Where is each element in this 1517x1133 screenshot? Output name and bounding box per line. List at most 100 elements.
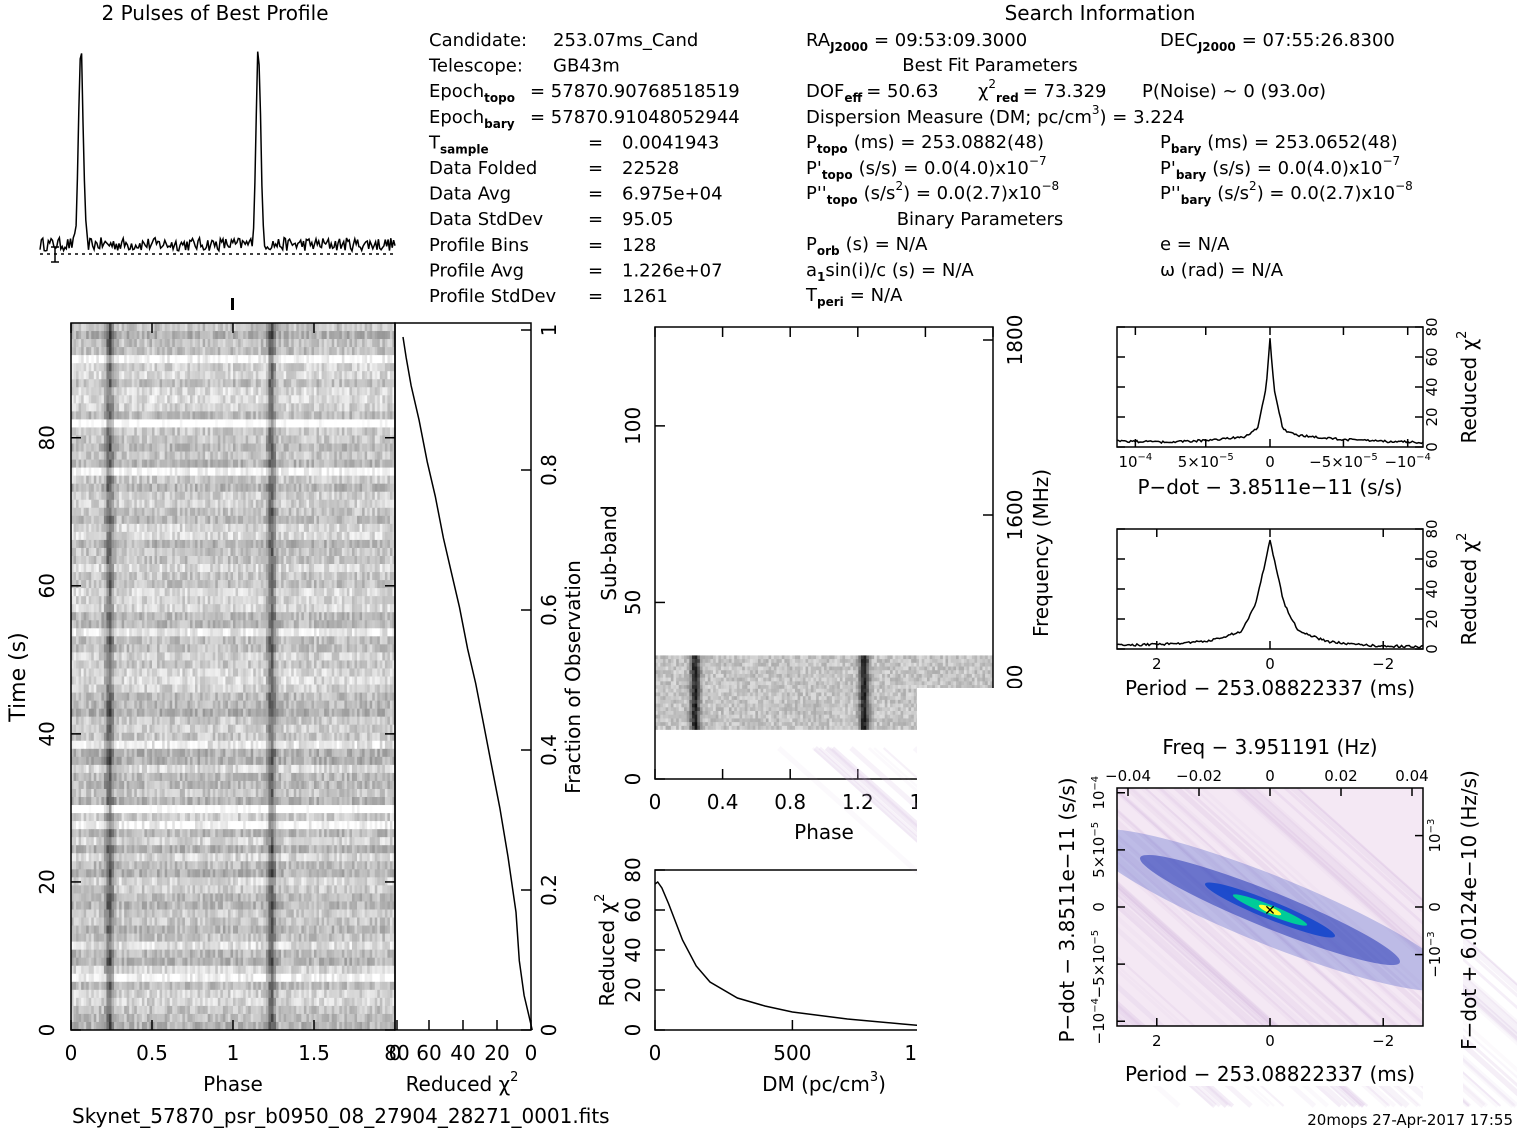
time-phase-cell	[331, 395, 335, 404]
time-phase-cell	[306, 395, 310, 404]
time-phase-cell	[253, 363, 257, 372]
time-phase-cell	[281, 387, 284, 396]
time-phase-cell	[255, 604, 259, 613]
time-phase-cell	[387, 387, 391, 396]
time-phase-cell	[359, 435, 363, 444]
time-phase-cell	[169, 371, 173, 380]
time-phase-cell	[349, 331, 353, 340]
time-phase-cell	[114, 588, 117, 597]
time-phase-cell	[339, 355, 343, 364]
time-phase-cell	[187, 531, 191, 541]
time-phase-cell	[245, 467, 249, 476]
time-phase-cell	[93, 451, 97, 460]
time-phase-cell	[354, 363, 358, 372]
time-phase-cell	[387, 371, 391, 380]
time-phase-cell	[362, 499, 365, 509]
time-phase-cell	[311, 355, 315, 364]
time-phase-cell	[293, 531, 297, 541]
time-phase-cell	[379, 475, 383, 484]
time-phase-cell	[311, 411, 315, 420]
time-phase-cell	[134, 339, 138, 348]
time-phase-cell	[126, 539, 130, 549]
time-phase-cell	[303, 604, 307, 613]
time-phase-cell	[306, 363, 310, 372]
time-phase-cell	[344, 395, 348, 404]
time-phase-cell	[367, 620, 370, 629]
time-phase-cell	[321, 596, 325, 605]
time-phase-cell	[164, 572, 168, 581]
time-phase-cell	[336, 499, 340, 509]
time-phase-cell	[314, 499, 317, 509]
time-phase-cell	[189, 580, 193, 589]
time-phase-cell	[354, 475, 358, 484]
time-phase-cell	[88, 371, 92, 380]
time-phase-cell	[108, 451, 112, 460]
time-phase-cell	[78, 596, 82, 605]
time-phase-cell	[336, 379, 340, 388]
time-phase-cell	[293, 419, 297, 428]
time-phase-cell	[81, 588, 84, 597]
time-phase-cell	[276, 531, 279, 541]
time-phase-cell	[389, 604, 393, 613]
time-phase-cell	[379, 347, 383, 356]
time-phase-cell	[88, 564, 92, 573]
time-phase-cell	[205, 539, 208, 549]
time-phase-cell	[157, 475, 160, 484]
time-phase-cell	[83, 507, 87, 517]
time-phase-cell	[233, 331, 236, 340]
time-phase-cell	[339, 331, 343, 340]
time-phase-cell	[103, 564, 107, 573]
time-phase-cell	[179, 411, 183, 420]
time-phase-cell	[159, 435, 163, 444]
time-phase-cell	[76, 443, 79, 452]
time-phase-cell	[121, 604, 125, 613]
time-phase-cell	[169, 491, 173, 501]
time-phase-cell	[146, 411, 150, 420]
time-phase-cell	[119, 371, 122, 380]
time-phase-cell	[349, 531, 353, 541]
time-phase-cell	[316, 435, 320, 444]
time-phase-cell	[301, 604, 305, 613]
time-phase-cell	[258, 523, 262, 533]
time-phase-cell	[126, 467, 130, 476]
time-phase-cell	[384, 467, 388, 476]
info-label: Profile Bins	[429, 235, 529, 256]
time-phase-cell	[265, 483, 269, 493]
time-phase-cell	[149, 339, 153, 348]
time-phase-cell	[200, 403, 203, 412]
time-phase-cell	[336, 443, 340, 452]
time-phase-cell	[258, 555, 262, 565]
time-phase-cell	[98, 379, 102, 388]
time-phase-cell	[357, 507, 360, 517]
time-phase-cell	[270, 387, 274, 396]
time-phase-cell	[369, 491, 373, 501]
time-phase-cell	[349, 499, 353, 509]
time-phase-cell	[377, 459, 381, 468]
time-phase-cell	[379, 331, 383, 340]
time-phase-cell	[220, 515, 224, 525]
time-phase-cell	[384, 379, 388, 388]
time-phase-cell	[283, 459, 287, 468]
time-phase-cell	[263, 507, 267, 517]
time-phase-cell	[121, 363, 125, 372]
time-phase-cell	[270, 539, 274, 549]
time-phase-cell	[278, 483, 282, 493]
time-phase-cell	[212, 499, 216, 509]
time-phase-cell	[189, 475, 193, 484]
time-phase-cell	[248, 564, 252, 573]
time-phase-cell	[276, 411, 279, 420]
time-phase-cell	[260, 483, 264, 493]
time-phase-cell	[364, 483, 368, 493]
time-phase-cell	[182, 523, 186, 533]
time-phase-cell	[243, 531, 246, 541]
time-phase-cell	[283, 451, 287, 460]
time-phase-cell	[258, 564, 262, 573]
time-phase-cell	[255, 588, 259, 597]
time-phase-cell	[324, 363, 327, 372]
time-phase-cell	[227, 620, 231, 629]
time-phase-cell	[101, 620, 105, 629]
time-phase-cell	[177, 443, 181, 452]
time-phase-cell	[177, 331, 181, 340]
time-phase-cell	[288, 363, 292, 372]
time-phase-cell	[286, 443, 289, 452]
